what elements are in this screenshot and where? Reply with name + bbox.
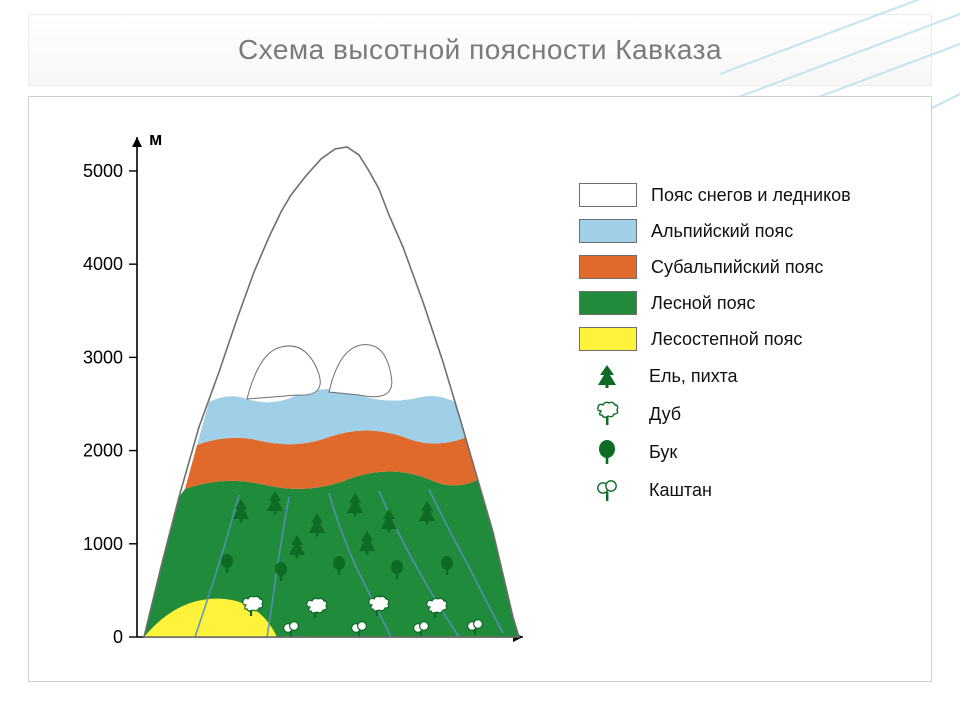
legend-label: Лесостепной пояс [651, 329, 802, 350]
legend-label: Дуб [649, 404, 681, 425]
svg-text:3000: 3000 [83, 347, 123, 367]
legend-zone-row: Лесостепной пояс [579, 327, 851, 351]
legend-label: Пояс снегов и ледников [651, 185, 851, 206]
legend-swatch-snow [579, 183, 637, 207]
legend-swatch-forest [579, 291, 637, 315]
legend-symbol-row: Дуб [579, 401, 851, 427]
legend-symbol-row: Бук [579, 439, 851, 465]
legend-label: Бук [649, 442, 677, 463]
legend-zone-row: Лесной пояс [579, 291, 851, 315]
legend: Пояс снегов и ледников Альпийский пояс С… [579, 183, 851, 515]
oak-icon [579, 401, 635, 427]
legend-swatch-alpine [579, 219, 637, 243]
chestnut-icon [579, 477, 635, 503]
legend-swatch-subalpine [579, 255, 637, 279]
legend-zone-row: Субальпийский пояс [579, 255, 851, 279]
legend-label: Ель, пихта [649, 366, 738, 387]
svg-text:0: 0 [113, 627, 123, 647]
svg-text:2000: 2000 [83, 441, 123, 461]
legend-label: Каштан [649, 480, 712, 501]
title-band: Схема высотной поясности Кавказа [28, 14, 932, 86]
svg-text:5000: 5000 [83, 161, 123, 181]
diagram-title: Схема высотной поясности Кавказа [238, 34, 722, 66]
legend-zone-row: Альпийский пояс [579, 219, 851, 243]
legend-symbol-row: Каштан [579, 477, 851, 503]
legend-symbol-row: Ель, пихта [579, 363, 851, 389]
legend-label: Лесной пояс [651, 293, 755, 314]
legend-zone-row: Пояс снегов и ледников [579, 183, 851, 207]
svg-text:1000: 1000 [83, 534, 123, 554]
svg-text:м: м [149, 129, 162, 149]
legend-label: Альпийский пояс [651, 221, 793, 242]
content-frame: м 0 1000 2000 3000 4000 5000 Пояс снегов и лед… [28, 96, 932, 682]
beech-icon [579, 439, 635, 465]
legend-label: Субальпийский пояс [651, 257, 823, 278]
conifer-icon [579, 363, 635, 389]
svg-text:4000: 4000 [83, 254, 123, 274]
legend-swatch-foreststeppe [579, 327, 637, 351]
